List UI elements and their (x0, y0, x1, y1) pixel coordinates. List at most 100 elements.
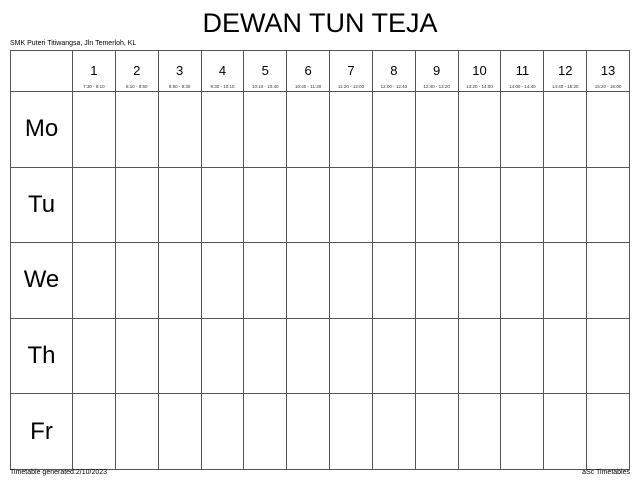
lesson-cell[interactable] (72, 242, 116, 319)
lesson-cell[interactable] (200, 91, 245, 168)
lesson-cell[interactable] (157, 393, 202, 470)
lesson-cell[interactable] (200, 166, 245, 244)
period-number: 7 (347, 63, 355, 78)
period-header: 10 13:20 - 14:00 (457, 50, 502, 92)
lesson-cell[interactable] (329, 242, 373, 319)
lesson-cell[interactable] (543, 91, 588, 168)
period-time: 8:50 - 9:30 (168, 84, 191, 89)
lesson-cell[interactable] (329, 91, 373, 168)
lesson-cell[interactable] (286, 242, 331, 319)
lesson-cell[interactable] (200, 242, 245, 319)
period-time: 15:20 - 16:00 (594, 84, 622, 89)
lesson-cell[interactable] (414, 393, 459, 470)
day-label: Fr (10, 393, 73, 470)
period-number: 10 (472, 63, 487, 78)
lesson-cell[interactable] (586, 317, 630, 395)
brand-label: aSc Timetables (582, 469, 630, 476)
lesson-cell[interactable] (500, 91, 545, 168)
lesson-cell[interactable] (500, 166, 545, 244)
period-time: 9:30 - 10:10 (210, 84, 235, 89)
period-time: 7:30 - 8:10 (83, 84, 105, 89)
period-time: 12:00 - 12:40 (380, 84, 408, 89)
day-row: Th (10, 317, 630, 395)
lesson-cell[interactable] (157, 166, 202, 244)
day-row: Mo (10, 91, 630, 168)
lesson-cell[interactable] (371, 393, 416, 470)
period-number: 8 (390, 63, 398, 78)
lesson-cell[interactable] (157, 242, 202, 319)
lesson-cell[interactable] (200, 317, 245, 395)
lesson-cell[interactable] (371, 317, 416, 395)
day-label: Th (10, 317, 73, 395)
lesson-cell[interactable] (329, 317, 373, 395)
period-time: 10:10 - 10:40 (252, 84, 279, 89)
lesson-cell[interactable] (243, 91, 288, 168)
lesson-cell[interactable] (329, 166, 373, 244)
period-time: 8:10 - 8:50 (126, 84, 148, 89)
lesson-cell[interactable] (286, 166, 331, 244)
lesson-cell[interactable] (457, 317, 502, 395)
lesson-cell[interactable] (543, 166, 588, 244)
period-time: 11:20 - 12:00 (337, 84, 365, 89)
lesson-cell[interactable] (500, 393, 545, 470)
lesson-cell[interactable] (72, 166, 116, 244)
lesson-cell[interactable] (371, 91, 416, 168)
period-number: 3 (175, 63, 184, 78)
period-number: 13 (600, 63, 616, 78)
lesson-cell[interactable] (72, 317, 116, 395)
lesson-cell[interactable] (329, 393, 373, 470)
lesson-cell[interactable] (286, 393, 331, 470)
period-number: 11 (515, 63, 530, 78)
lesson-cell[interactable] (243, 242, 288, 319)
period-number: 4 (218, 63, 227, 78)
lesson-cell[interactable] (500, 242, 545, 319)
lesson-cell[interactable] (543, 317, 588, 395)
lesson-cell[interactable] (586, 91, 630, 168)
lesson-cell[interactable] (114, 166, 159, 244)
lesson-cell[interactable] (200, 393, 245, 470)
page-title: DEWAN TUN TEJA (202, 8, 438, 38)
period-header: 2 8:10 - 8:50 (114, 50, 159, 92)
lesson-cell[interactable] (371, 166, 416, 244)
period-header: 3 8:50 - 9:30 (157, 50, 202, 92)
lesson-cell[interactable] (457, 91, 502, 168)
lesson-cell[interactable] (286, 317, 331, 395)
lesson-cell[interactable] (500, 317, 545, 395)
period-header: 5 10:10 - 10:40 (243, 50, 288, 92)
lesson-cell[interactable] (114, 242, 159, 319)
lesson-cell[interactable] (114, 317, 159, 395)
lesson-cell[interactable] (414, 166, 459, 244)
generated-date: Timetable generated:2/10/2023 (10, 469, 108, 476)
period-time: 14:40 - 15:20 (551, 84, 579, 89)
day-label: Tu (10, 166, 73, 244)
lesson-cell[interactable] (286, 91, 331, 168)
lesson-cell[interactable] (243, 317, 288, 395)
period-number: 9 (433, 63, 441, 78)
period-header: 6 10:40 - 11:20 (286, 50, 331, 92)
day-row: We (10, 242, 630, 319)
lesson-cell[interactable] (72, 393, 116, 470)
lesson-cell[interactable] (114, 91, 159, 168)
lesson-cell[interactable] (586, 393, 630, 470)
lesson-cell[interactable] (72, 91, 116, 168)
lesson-cell[interactable] (543, 242, 588, 319)
lesson-cell[interactable] (457, 242, 502, 319)
lesson-cell[interactable] (414, 317, 459, 395)
lesson-cell[interactable] (157, 91, 202, 168)
period-header: 8 12:00 - 12:40 (371, 50, 416, 92)
lesson-cell[interactable] (457, 393, 502, 470)
lesson-cell[interactable] (371, 242, 416, 319)
lesson-cell[interactable] (243, 166, 288, 244)
lesson-cell[interactable] (114, 393, 159, 470)
day-label: We (10, 242, 73, 319)
lesson-cell[interactable] (457, 166, 502, 244)
lesson-cell[interactable] (586, 166, 630, 244)
lesson-cell[interactable] (414, 242, 459, 319)
period-time: 14:00 - 14:40 (509, 84, 536, 89)
period-number: 2 (133, 63, 141, 78)
lesson-cell[interactable] (586, 242, 630, 319)
lesson-cell[interactable] (414, 91, 459, 168)
lesson-cell[interactable] (243, 393, 288, 470)
lesson-cell[interactable] (543, 393, 588, 470)
lesson-cell[interactable] (157, 317, 202, 395)
